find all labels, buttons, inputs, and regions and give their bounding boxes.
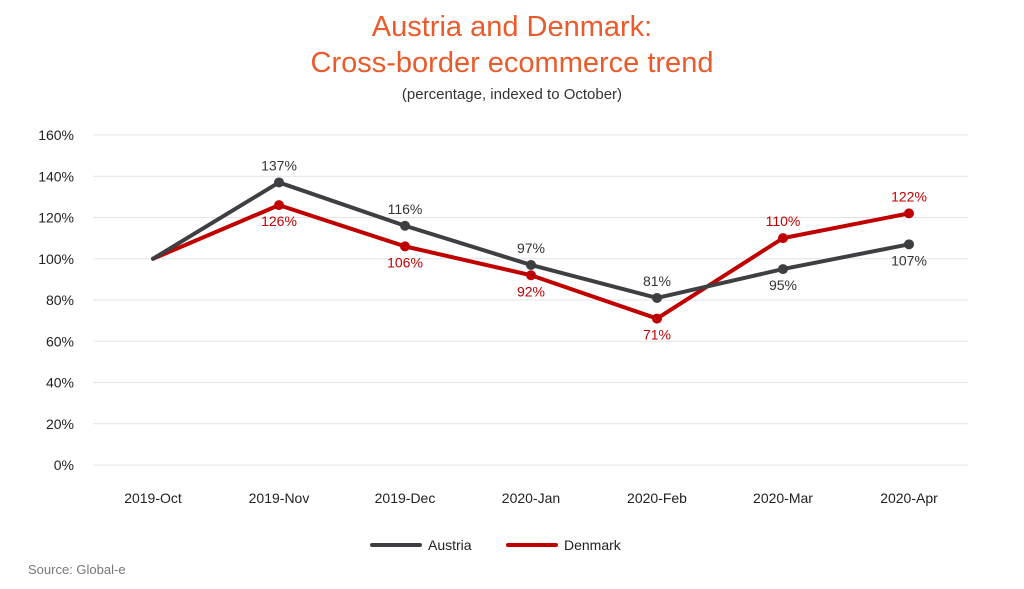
y-axis-ticks: 0% 20% 40% 60% 80% 100% 120% 140% 160% — [38, 127, 74, 473]
data-point-austria — [400, 220, 410, 231]
y-tick-label: 140% — [38, 168, 74, 184]
data-point-denmark — [778, 233, 788, 244]
line-chart: 0%20%40%60%80%100%120%140%160% 2019-Oct 2… — [38, 127, 968, 553]
chart-title-line-2: Cross-border ecommerce trend — [310, 47, 714, 79]
data-point-denmark — [652, 313, 662, 324]
data-point-denmark — [274, 200, 284, 211]
y-tick-label: 80% — [46, 292, 74, 308]
x-tick-label: 2020-Mar — [753, 490, 813, 506]
data-point-austria — [778, 264, 788, 275]
x-tick-label: 2019-Dec — [375, 490, 436, 506]
source-note: Source: Global-e — [28, 562, 126, 577]
data-point-austria — [652, 292, 662, 303]
data-label-denmark: 122% — [891, 188, 927, 204]
data-label-austria: 97% — [517, 240, 545, 256]
data-label-denmark: 106% — [387, 254, 423, 270]
x-tick-label: 2019-Nov — [249, 490, 310, 506]
data-label-denmark: 92% — [517, 283, 545, 299]
data-point-austria — [526, 259, 536, 270]
x-axis-ticks: 2019-Oct 2019-Nov 2019-Dec 2020-Jan 2020-Feb… — [124, 490, 938, 506]
chart-subtitle: (percentage, indexed to October) — [401, 86, 623, 103]
data-point-austria — [274, 177, 284, 188]
data-label-austria: 137% — [261, 157, 297, 173]
chart-title-line-1: Austria and Denmark: — [371, 11, 653, 43]
data-point-austria — [904, 239, 914, 250]
x-tick-label: 2019-Oct — [124, 490, 182, 506]
data-point-denmark — [400, 241, 410, 252]
legend: Austria Denmark — [370, 537, 622, 553]
data-point-denmark — [904, 208, 914, 219]
y-tick-label: 60% — [46, 333, 74, 349]
gridlines — [93, 134, 968, 466]
data-label-austria: 95% — [769, 277, 797, 293]
data-labels: 137% 116% 97% 81% 95% 107% 126% 106% 92% 71% 110% 1… — [261, 157, 927, 342]
x-tick-label: 2020-Apr — [880, 490, 938, 506]
data-point-denmark — [526, 270, 536, 281]
data-label-austria: 107% — [891, 252, 927, 268]
legend-label-denmark: Denmark — [564, 537, 622, 553]
data-label-denmark: 126% — [261, 213, 297, 229]
x-tick-label: 2020-Feb — [627, 490, 687, 506]
data-label-denmark: 110% — [766, 213, 801, 229]
y-tick-label: 100% — [38, 251, 74, 267]
legend-label-austria: Austria — [428, 537, 472, 553]
data-label-austria: 81% — [643, 273, 671, 289]
y-tick-label: 0% — [54, 457, 74, 473]
y-tick-label: 160% — [38, 127, 74, 143]
series-points — [274, 177, 914, 324]
x-tick-label: 2020-Jan — [502, 490, 560, 506]
data-label-denmark: 71% — [643, 327, 671, 343]
y-tick-label: 120% — [38, 210, 74, 226]
y-tick-label: 20% — [46, 416, 74, 432]
data-label-austria: 116% — [388, 201, 423, 217]
y-tick-label: 40% — [46, 375, 74, 391]
